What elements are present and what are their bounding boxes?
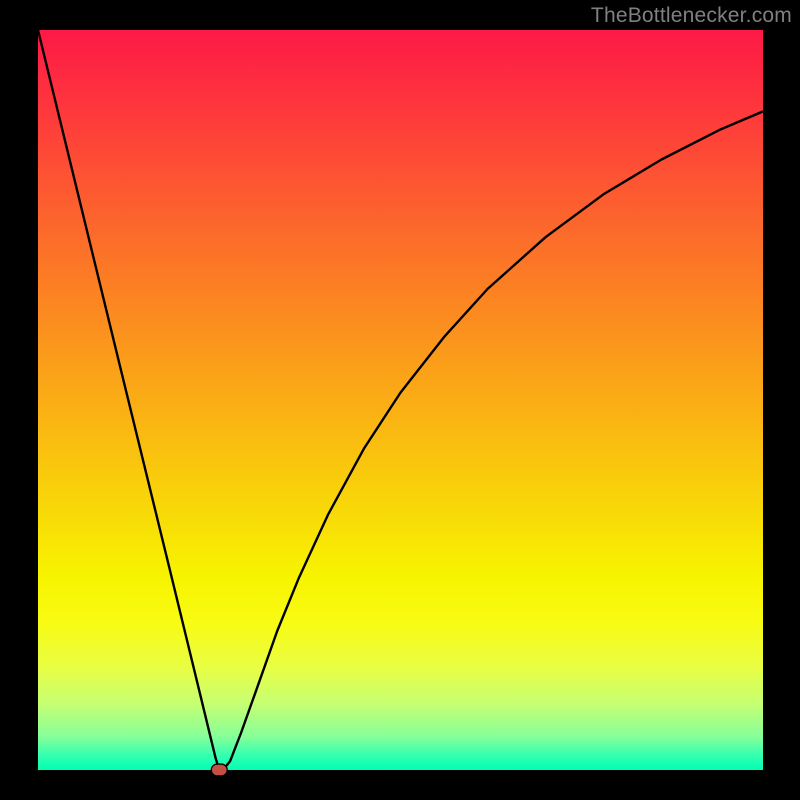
optimal-point-marker bbox=[211, 764, 227, 776]
bottleneck-curve-plot bbox=[0, 0, 800, 800]
gradient-background bbox=[38, 30, 763, 770]
chart-outer: TheBottlenecker.com bbox=[0, 0, 800, 800]
